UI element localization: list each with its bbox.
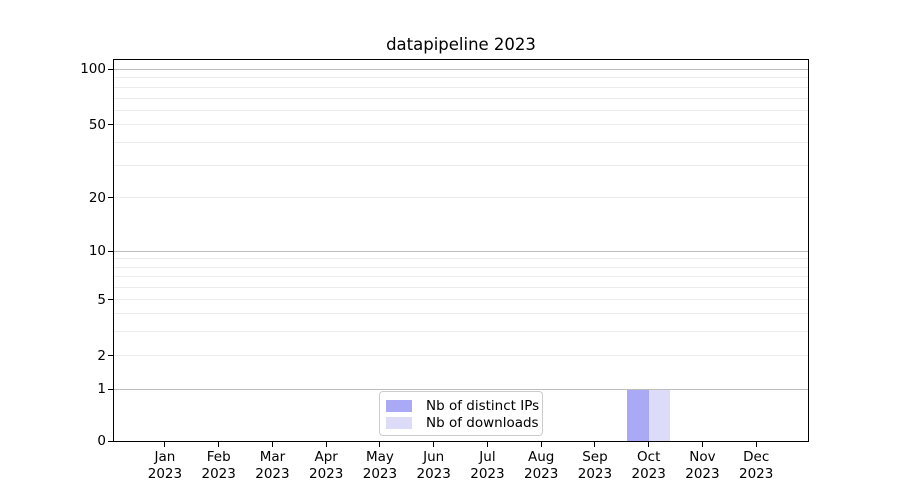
legend-label-distinct-ips: Nb of distinct IPs <box>426 397 540 414</box>
x-tick-label-line: 2023 <box>577 465 613 482</box>
y-tick <box>108 355 114 357</box>
y-tick-label: 1 <box>97 381 106 398</box>
y-tick-label: 50 <box>88 116 106 133</box>
x-tick <box>540 442 542 447</box>
y-gridline-minor <box>114 313 808 315</box>
y-gridline-minor <box>114 266 808 268</box>
legend-swatch-downloads-icon <box>386 417 412 430</box>
x-tick-label: Oct 2023 <box>617 449 681 482</box>
chart-title: datapipeline 2023 <box>386 35 536 54</box>
x-tick <box>218 442 220 447</box>
x-tick <box>325 442 327 447</box>
y-gridline-minor <box>114 109 808 111</box>
x-tick-label-line: Sep <box>582 449 608 465</box>
x-tick <box>648 442 650 447</box>
x-tick-label: Nov 2023 <box>670 449 734 482</box>
x-tick <box>701 442 703 447</box>
y-gridline-minor <box>114 286 808 288</box>
x-tick-label-line: Apr <box>314 449 338 465</box>
y-tick <box>108 68 114 70</box>
x-tick-label-line: Jun <box>423 449 445 465</box>
x-tick <box>379 442 381 447</box>
x-tick <box>271 442 273 447</box>
y-tick <box>108 388 114 390</box>
y-tick <box>108 299 114 301</box>
y-gridline-minor <box>114 97 808 99</box>
x-tick <box>433 442 435 447</box>
x-tick <box>486 442 488 447</box>
x-tick-label-line: Jan <box>154 449 176 465</box>
x-tick <box>594 442 596 447</box>
y-tick <box>108 124 114 126</box>
y-gridline-major <box>114 250 808 252</box>
y-gridline-minor <box>114 142 808 144</box>
y-gridline-major <box>114 388 808 390</box>
x-tick-label-line: 2023 <box>685 465 720 482</box>
x-tick-label: Mar 2023 <box>240 449 304 482</box>
y-gridline-minor <box>114 275 808 277</box>
x-tick-label-line: Feb <box>206 449 231 465</box>
plot-area <box>113 59 809 442</box>
x-tick-label-line: 2023 <box>416 465 451 482</box>
y-gridline-minor <box>114 124 808 126</box>
x-tick-label: Sep 2023 <box>563 449 627 482</box>
x-tick-label: Jul 2023 <box>455 449 519 482</box>
bar-distinct-ips <box>627 389 649 441</box>
y-tick <box>108 197 114 199</box>
y-tick-label: 0 <box>97 433 106 449</box>
x-tick-label: Jun 2023 <box>402 449 466 482</box>
y-tick-label: 2 <box>97 347 106 364</box>
legend-item-distinct-ips: Nb of distinct IPs <box>380 397 542 415</box>
y-tick <box>108 250 114 252</box>
y-gridline-minor <box>114 299 808 301</box>
x-tick-label: May 2023 <box>348 449 412 482</box>
x-tick-label: Dec 2023 <box>724 449 788 482</box>
y-tick-label: 20 <box>88 189 106 206</box>
y-tick-label: 100 <box>80 61 106 78</box>
x-tick-label-line: Nov <box>689 449 716 465</box>
x-tick <box>164 442 166 447</box>
x-tick-label: Feb 2023 <box>187 449 251 482</box>
x-tick-label-line: 2023 <box>524 465 559 482</box>
y-gridline-major <box>114 68 808 70</box>
y-tick-label: 5 <box>97 291 106 308</box>
bar-downloads <box>648 389 671 441</box>
y-gridline-minor <box>114 165 808 167</box>
x-tick-label-line: Oct <box>637 449 661 465</box>
legend-swatch-distinct-ips-icon <box>386 399 412 412</box>
y-tick <box>108 440 114 442</box>
x-tick-label-line: 2023 <box>362 465 398 482</box>
x-tick-label: Jan 2023 <box>133 449 197 482</box>
y-gridline-minor <box>114 197 808 199</box>
legend-label-downloads: Nb of downloads <box>426 415 539 432</box>
x-tick-label: Aug 2023 <box>509 449 573 482</box>
x-tick-label-line: 2023 <box>201 465 236 482</box>
x-tick-label-line: May <box>365 449 394 465</box>
x-tick <box>755 442 757 447</box>
x-tick-label-line: 2023 <box>631 465 666 482</box>
y-gridline-minor <box>114 330 808 332</box>
x-tick-label-line: 2023 <box>470 465 505 482</box>
y-gridline-minor <box>114 355 808 357</box>
x-tick-label-line: 2023 <box>739 465 774 482</box>
legend-item-downloads: Nb of downloads <box>380 415 542 433</box>
x-tick-label-line: Dec <box>743 449 770 465</box>
x-tick-label-line: Aug <box>528 449 555 465</box>
x-tick-label-line: 2023 <box>309 465 344 482</box>
y-gridline-minor <box>114 258 808 260</box>
y-tick-label: 10 <box>88 243 106 260</box>
x-tick-label-line: Jul <box>479 449 496 465</box>
x-tick-label: Apr 2023 <box>294 449 358 482</box>
legend: Nb of distinct IPs Nb of downloads <box>379 391 543 436</box>
x-tick-label-line: 2023 <box>255 465 290 482</box>
y-gridline-minor <box>114 86 808 88</box>
x-tick-label-line: Mar <box>259 449 286 465</box>
y-gridline-minor <box>114 77 808 79</box>
x-tick-label-line: 2023 <box>147 465 183 482</box>
